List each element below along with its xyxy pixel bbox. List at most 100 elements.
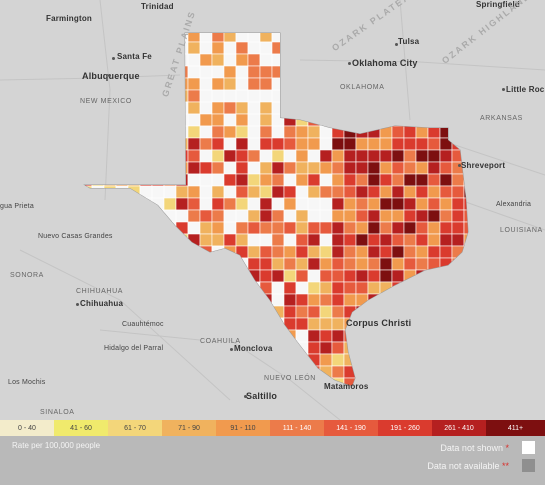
county-cell[interactable] <box>271 209 285 223</box>
county-cell[interactable] <box>80 125 93 139</box>
county-cell[interactable] <box>163 161 177 175</box>
county-cell[interactable] <box>151 221 165 235</box>
county-cell[interactable] <box>319 353 333 367</box>
county-cell[interactable] <box>439 377 453 390</box>
county-cell[interactable] <box>259 317 273 331</box>
county-cell[interactable] <box>403 377 417 390</box>
county-cell[interactable] <box>187 341 201 355</box>
county-cell[interactable] <box>343 293 357 307</box>
county-cell[interactable] <box>175 149 189 163</box>
county-cell[interactable] <box>175 245 189 259</box>
county-cell[interactable] <box>127 377 141 390</box>
county-cell[interactable] <box>175 125 189 139</box>
county-cell[interactable] <box>367 257 381 271</box>
county-cell[interactable] <box>319 305 333 319</box>
county-cell[interactable] <box>307 185 321 199</box>
county-cell[interactable] <box>331 101 345 115</box>
county-cell[interactable] <box>427 269 441 283</box>
county-cell[interactable] <box>175 293 189 307</box>
county-cell[interactable] <box>295 221 309 235</box>
county-cell[interactable] <box>271 173 285 187</box>
county-cell[interactable] <box>211 125 225 139</box>
county-cell[interactable] <box>91 245 105 259</box>
county-cell[interactable] <box>427 197 441 211</box>
county-cell[interactable] <box>451 377 465 390</box>
county-cell[interactable] <box>391 365 405 379</box>
county-cell[interactable] <box>151 30 165 43</box>
county-cell[interactable] <box>463 365 476 379</box>
county-cell[interactable] <box>307 137 321 151</box>
county-cell[interactable] <box>139 125 153 139</box>
county-cell[interactable] <box>403 353 417 367</box>
county-cell[interactable] <box>235 113 249 127</box>
county-cell[interactable] <box>211 173 225 187</box>
county-cell[interactable] <box>223 209 237 223</box>
county-cell[interactable] <box>115 125 129 139</box>
county-cell[interactable] <box>451 89 465 103</box>
county-cell[interactable] <box>319 65 333 79</box>
county-cell[interactable] <box>175 161 189 175</box>
county-cell[interactable] <box>91 341 105 355</box>
county-cell[interactable] <box>199 30 213 43</box>
county-cell[interactable] <box>439 149 453 163</box>
county-cell[interactable] <box>367 101 381 115</box>
county-cell[interactable] <box>319 77 333 91</box>
county-cell[interactable] <box>259 89 273 103</box>
county-cell[interactable] <box>271 30 285 43</box>
county-cell[interactable] <box>259 173 273 187</box>
county-cell[interactable] <box>367 245 381 259</box>
county-cell[interactable] <box>235 269 249 283</box>
county-cell[interactable] <box>343 353 357 367</box>
county-cell[interactable] <box>391 173 405 187</box>
county-cell[interactable] <box>403 149 417 163</box>
county-cell[interactable] <box>343 89 357 103</box>
county-cell[interactable] <box>415 89 429 103</box>
county-cell[interactable] <box>80 197 93 211</box>
county-cell[interactable] <box>175 281 189 295</box>
county-cell[interactable] <box>355 245 369 259</box>
county-cell[interactable] <box>367 113 381 127</box>
county-cell[interactable] <box>223 257 237 271</box>
county-cell[interactable] <box>175 329 189 343</box>
county-cell[interactable] <box>247 65 261 79</box>
county-cell[interactable] <box>247 245 261 259</box>
county-cell[interactable] <box>271 353 285 367</box>
county-cell[interactable] <box>367 293 381 307</box>
county-cell[interactable] <box>259 245 273 259</box>
county-cell[interactable] <box>103 317 117 331</box>
county-cell[interactable] <box>151 377 165 390</box>
county-cell[interactable] <box>115 209 129 223</box>
county-cell[interactable] <box>319 329 333 343</box>
county-cell[interactable] <box>271 221 285 235</box>
county-cell[interactable] <box>235 77 249 91</box>
county-cell[interactable] <box>223 293 237 307</box>
county-cell[interactable] <box>343 329 357 343</box>
county-cell[interactable] <box>439 221 453 235</box>
county-cell[interactable] <box>355 329 369 343</box>
county-cell[interactable] <box>463 377 476 390</box>
county-cell[interactable] <box>199 101 213 115</box>
county-cell[interactable] <box>343 185 357 199</box>
county-cell[interactable] <box>103 377 117 390</box>
county-cell[interactable] <box>247 305 261 319</box>
county-cell[interactable] <box>295 65 309 79</box>
county-cell[interactable] <box>403 137 417 151</box>
county-cell[interactable] <box>211 293 225 307</box>
county-cell[interactable] <box>403 221 417 235</box>
county-cell[interactable] <box>451 209 465 223</box>
county-cell[interactable] <box>307 41 321 55</box>
county-cell[interactable] <box>235 209 249 223</box>
county-cell[interactable] <box>283 113 297 127</box>
county-cell[interactable] <box>415 77 429 91</box>
county-cell[interactable] <box>283 293 297 307</box>
county-cell[interactable] <box>247 197 261 211</box>
county-cell[interactable] <box>427 173 441 187</box>
county-cell[interactable] <box>223 173 237 187</box>
county-cell[interactable] <box>199 257 213 271</box>
county-cell[interactable] <box>307 77 321 91</box>
county-cell[interactable] <box>247 365 261 379</box>
county-cell[interactable] <box>283 65 297 79</box>
county-cell[interactable] <box>331 125 345 139</box>
county-cell[interactable] <box>187 53 201 67</box>
county-cell[interactable] <box>175 185 189 199</box>
